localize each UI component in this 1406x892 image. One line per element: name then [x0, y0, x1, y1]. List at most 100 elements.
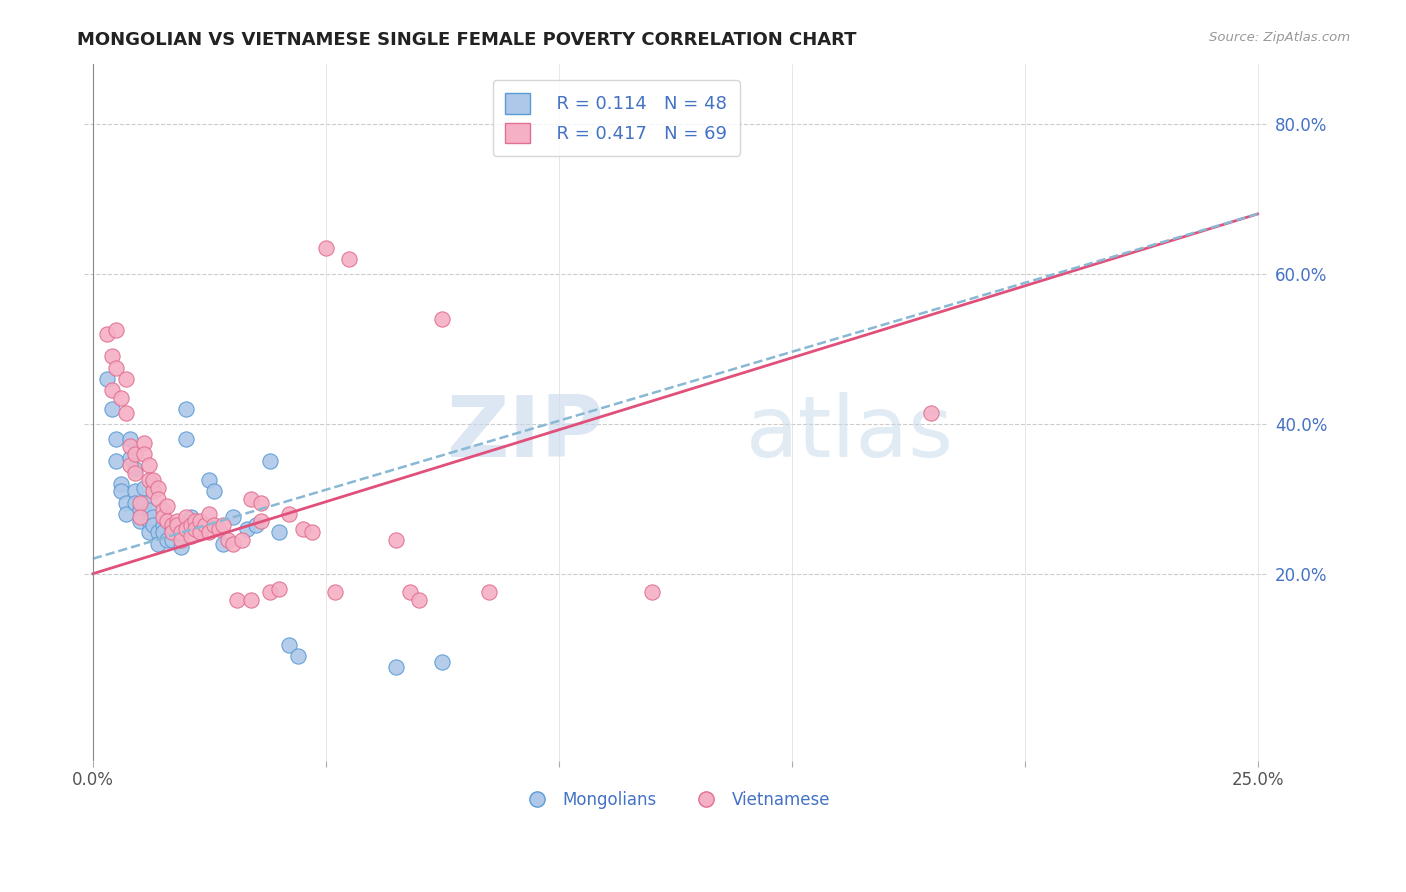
- Point: [146, 491, 169, 506]
- Point: [408, 593, 430, 607]
- Point: [249, 495, 271, 509]
- Point: [184, 518, 207, 533]
- Point: [240, 593, 263, 607]
- Point: [105, 323, 128, 337]
- Point: [170, 525, 193, 540]
- Point: [174, 522, 197, 536]
- Point: [478, 585, 501, 599]
- Point: [156, 500, 179, 514]
- Text: ZIP: ZIP: [447, 392, 605, 475]
- Point: [138, 458, 160, 472]
- Point: [231, 533, 253, 547]
- Point: [245, 518, 267, 533]
- Point: [105, 454, 128, 468]
- Point: [160, 518, 183, 533]
- Point: [128, 495, 150, 509]
- Point: [277, 638, 299, 652]
- Point: [384, 660, 406, 674]
- Point: [188, 525, 211, 540]
- Point: [221, 537, 243, 551]
- Point: [110, 476, 132, 491]
- Point: [114, 406, 136, 420]
- Point: [170, 533, 193, 547]
- Point: [166, 518, 188, 533]
- Point: [128, 503, 150, 517]
- Point: [100, 401, 122, 416]
- Point: [128, 514, 150, 528]
- Point: [174, 401, 197, 416]
- Point: [212, 518, 235, 533]
- Point: [198, 507, 221, 521]
- Point: [277, 507, 299, 521]
- Point: [142, 484, 165, 499]
- Point: [134, 495, 156, 509]
- Text: atlas: atlas: [747, 392, 955, 475]
- Point: [269, 582, 291, 596]
- Point: [120, 439, 142, 453]
- Point: [96, 372, 118, 386]
- Point: [166, 525, 188, 540]
- Point: [194, 518, 217, 533]
- Point: [142, 518, 165, 533]
- Point: [138, 514, 160, 528]
- Point: [134, 435, 156, 450]
- Point: [138, 473, 160, 487]
- Point: [641, 585, 664, 599]
- Point: [160, 533, 183, 547]
- Point: [188, 525, 211, 540]
- Point: [160, 525, 183, 540]
- Point: [212, 537, 235, 551]
- Point: [920, 406, 942, 420]
- Point: [152, 525, 174, 540]
- Point: [120, 458, 142, 472]
- Point: [269, 525, 291, 540]
- Point: [291, 522, 314, 536]
- Point: [152, 518, 174, 533]
- Text: MONGOLIAN VS VIETNAMESE SINGLE FEMALE POVERTY CORRELATION CHART: MONGOLIAN VS VIETNAMESE SINGLE FEMALE PO…: [77, 31, 856, 49]
- Point: [226, 593, 249, 607]
- Point: [138, 503, 160, 517]
- Point: [156, 514, 179, 528]
- Point: [259, 454, 281, 468]
- Point: [221, 510, 243, 524]
- Point: [152, 510, 174, 524]
- Point: [156, 533, 179, 547]
- Point: [166, 514, 188, 528]
- Point: [114, 372, 136, 386]
- Point: [100, 383, 122, 397]
- Point: [124, 466, 146, 480]
- Point: [124, 484, 146, 499]
- Point: [202, 518, 225, 533]
- Point: [96, 326, 118, 341]
- Point: [170, 541, 193, 555]
- Point: [240, 491, 263, 506]
- Point: [146, 537, 169, 551]
- Point: [315, 241, 337, 255]
- Point: [384, 533, 406, 547]
- Point: [120, 450, 142, 465]
- Point: [184, 522, 207, 536]
- Point: [323, 585, 346, 599]
- Point: [124, 462, 146, 476]
- Point: [134, 447, 156, 461]
- Point: [124, 495, 146, 509]
- Point: [146, 481, 169, 495]
- Point: [337, 252, 360, 266]
- Point: [134, 481, 156, 495]
- Point: [114, 495, 136, 509]
- Point: [432, 655, 454, 669]
- Point: [110, 391, 132, 405]
- Point: [124, 447, 146, 461]
- Point: [120, 432, 142, 446]
- Point: [198, 525, 221, 540]
- Point: [152, 503, 174, 517]
- Point: [174, 432, 197, 446]
- Point: [301, 525, 323, 540]
- Point: [160, 522, 183, 536]
- Point: [174, 510, 197, 524]
- Point: [142, 510, 165, 524]
- Legend: Mongolians, Vietnamese: Mongolians, Vietnamese: [513, 784, 837, 815]
- Point: [432, 311, 454, 326]
- Point: [110, 484, 132, 499]
- Point: [184, 514, 207, 528]
